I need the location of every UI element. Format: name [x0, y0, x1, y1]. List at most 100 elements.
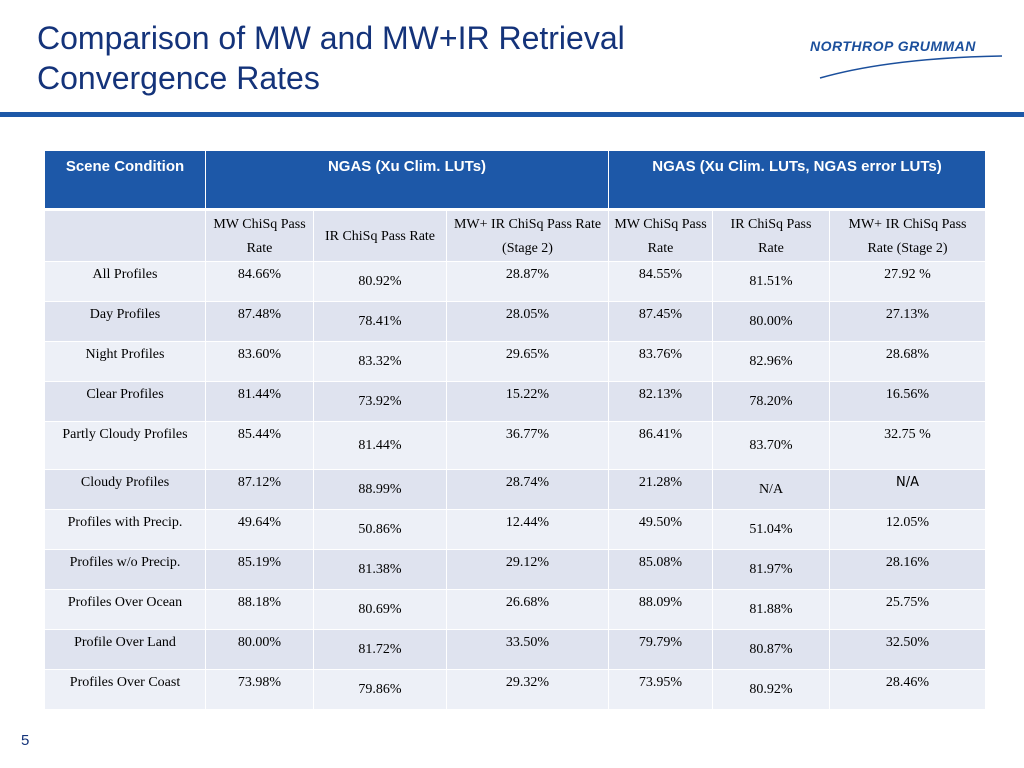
value-cell: 85.44% — [205, 421, 314, 470]
value-cell: 80.92% — [712, 669, 830, 710]
value-cell: 50.86% — [313, 509, 447, 550]
value-cell: 82.13% — [608, 381, 713, 422]
table-row: Profiles Over Coast 73.98% 79.86% 29.32% 73.… — [44, 669, 987, 710]
value-cell: 83.70% — [712, 421, 830, 470]
table-row: Cloudy Profiles 87.12% 88.99% 28.74% 21.28% N… — [44, 469, 987, 510]
table-row: Day Profiles 87.48% 78.41% 28.05% 87.45% 80.0… — [44, 301, 987, 342]
value-cell: 80.69% — [313, 589, 447, 630]
slide-title: Comparison of MW and MW+IR Retrieval Con… — [37, 18, 737, 98]
table-row: Profile Over Land 80.00% 81.72% 33.50% 79.79… — [44, 629, 987, 670]
value-cell: 32.50% — [828, 629, 987, 670]
value-cell: 83.32% — [313, 341, 447, 382]
value-cell: 27.92 % — [828, 261, 987, 302]
subheader-cell: MW+ IR ChiSq Pass Rate (Stage 2) — [828, 209, 987, 262]
value-cell: 81.38% — [313, 549, 447, 590]
value-cell: 29.12% — [446, 549, 609, 590]
logo-text: NORTHROP GRUMMAN — [810, 38, 976, 54]
header-group-xu-ngas-error: NGAS (Xu Clim. LUTs, NGAS error LUTs) — [607, 150, 987, 211]
table-row: Clear Profiles 81.44% 73.92% 15.22% 82.13% 78… — [44, 381, 987, 422]
value-cell: 88.18% — [205, 589, 314, 630]
row-label: All Profiles — [44, 261, 206, 302]
value-cell: 32.75 % — [828, 421, 987, 470]
value-cell: 36.77% — [446, 421, 609, 470]
value-cell: 85.08% — [608, 549, 713, 590]
header-group-xu-clim: NGAS (Xu Clim. LUTs) — [205, 150, 609, 211]
value-cell: 80.00% — [712, 301, 830, 342]
row-label: Profiles w/o Precip. — [44, 549, 206, 590]
row-label: Cloudy Profiles — [44, 469, 206, 510]
value-cell: 28.74% — [446, 469, 609, 510]
value-cell: 28.46% — [828, 669, 987, 710]
value-cell: 86.41% — [608, 421, 713, 470]
value-cell: 79.79% — [608, 629, 713, 670]
value-cell: 78.20% — [712, 381, 830, 422]
value-cell: 28.68% — [828, 341, 987, 382]
value-cell: 78.41% — [313, 301, 447, 342]
value-cell: 16.56% — [828, 381, 987, 422]
value-cell: 81.72% — [313, 629, 447, 670]
value-cell: 84.55% — [608, 261, 713, 302]
value-cell: 83.76% — [608, 341, 713, 382]
row-label: Profiles with Precip. — [44, 509, 206, 550]
value-cell: 87.45% — [608, 301, 713, 342]
header-scene-condition: Scene Condition — [44, 150, 206, 211]
value-cell: 81.44% — [313, 421, 447, 470]
value-cell: 84.66% — [205, 261, 314, 302]
value-cell: 73.98% — [205, 669, 314, 710]
value-cell: 51.04% — [712, 509, 830, 550]
value-cell: 80.92% — [313, 261, 447, 302]
value-cell: N/A — [712, 469, 830, 510]
row-label: Clear Profiles — [44, 381, 206, 422]
value-cell: 28.16% — [828, 549, 987, 590]
value-cell: 27.13% — [828, 301, 987, 342]
subheader-row: MW ChiSq Pass Rate IR ChiSq Pass Rate MW… — [44, 209, 987, 262]
value-cell: 12.05% — [828, 509, 987, 550]
value-cell: 80.87% — [712, 629, 830, 670]
value-cell: 15.22% — [446, 381, 609, 422]
value-cell: 88.99% — [313, 469, 447, 510]
value-cell: 81.97% — [712, 549, 830, 590]
subheader-cell: IR ChiSq Pass Rate — [313, 209, 447, 262]
subheader-cell: MW ChiSq Pass Rate — [205, 209, 314, 262]
subheader-cell: MW ChiSq Pass Rate — [608, 209, 713, 262]
value-cell: 25.75% — [828, 589, 987, 630]
logo-swoosh-icon — [819, 55, 1003, 79]
table-header-row: Scene Condition NGAS (Xu Clim. LUTs) NGA… — [44, 150, 987, 211]
value-cell: 29.65% — [446, 341, 609, 382]
subheader-cell: IR ChiSq Pass Rate — [712, 209, 830, 262]
value-cell: 29.32% — [446, 669, 609, 710]
row-label: Partly Cloudy Profiles — [44, 421, 206, 470]
value-cell: N/A — [828, 469, 987, 510]
value-cell: 80.00% — [205, 629, 314, 670]
table-row: Night Profiles 83.60% 83.32% 29.65% 83.76% 82… — [44, 341, 987, 382]
row-label: Profile Over Land — [44, 629, 206, 670]
value-cell: 85.19% — [205, 549, 314, 590]
page-number: 5 — [21, 732, 30, 749]
table-row: Profiles w/o Precip. 85.19% 81.38% 29.12% 85… — [44, 549, 987, 590]
value-cell: 33.50% — [446, 629, 609, 670]
value-cell: 83.60% — [205, 341, 314, 382]
value-cell: 81.88% — [712, 589, 830, 630]
title-divider — [0, 112, 1024, 117]
value-cell: 49.50% — [608, 509, 713, 550]
value-cell: 81.44% — [205, 381, 314, 422]
value-cell: 79.86% — [313, 669, 447, 710]
value-cell: 21.28% — [608, 469, 713, 510]
value-cell: 87.48% — [205, 301, 314, 342]
value-cell: 73.92% — [313, 381, 447, 422]
table-row: Profiles with Precip. 49.64% 50.86% 12.44% 4… — [44, 509, 987, 550]
table-row: Profiles Over Ocean 88.18% 80.69% 26.68% 88.… — [44, 589, 987, 630]
subheader-cell: MW+ IR ChiSq Pass Rate (Stage 2) — [446, 209, 609, 262]
northrop-grumman-logo: NORTHROP GRUMMAN — [810, 36, 1005, 86]
value-cell: 49.64% — [205, 509, 314, 550]
slide-title-line-1: Comparison of MW and MW+IR Retrieval — [37, 20, 625, 56]
row-label: Night Profiles — [44, 341, 206, 382]
value-cell: 82.96% — [712, 341, 830, 382]
value-cell: 28.87% — [446, 261, 609, 302]
table-row: Partly Cloudy Profiles 85.44% 81.44% 36.77%… — [44, 421, 987, 470]
subheader-empty — [44, 209, 206, 262]
value-cell: 12.44% — [446, 509, 609, 550]
table-row: All Profiles 84.66% 80.92% 28.87% 84.55% 81.5… — [44, 261, 987, 302]
row-label: Profiles Over Ocean — [44, 589, 206, 630]
row-label: Profiles Over Coast — [44, 669, 206, 710]
